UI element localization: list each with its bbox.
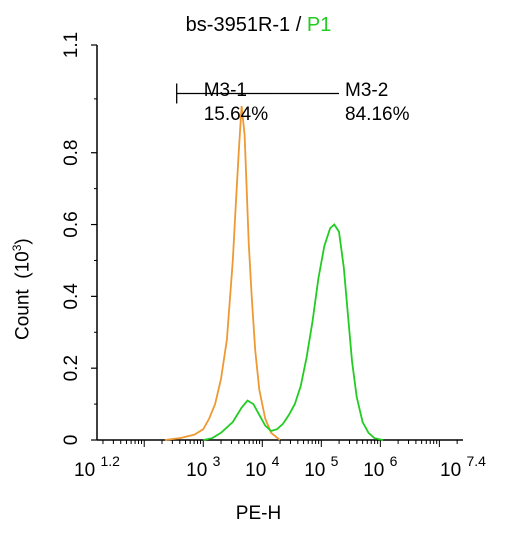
x-tick-label: 10 6 <box>363 453 397 481</box>
y-axis-label: Count (103) <box>10 238 34 340</box>
y-tick-label: 0.4 <box>61 283 82 310</box>
x-tick-label: 10 3 <box>186 453 220 481</box>
x-tick-label: 10 7.4 <box>440 453 486 481</box>
y-tick-label: 0 <box>61 435 82 446</box>
title-separator: / <box>290 14 307 36</box>
x-axis-label: PE-H <box>235 503 282 524</box>
histogram-series-2 <box>203 223 384 441</box>
marker-label-M3-2: M3-2 84.16% <box>345 79 409 127</box>
x-tick-label: 10 5 <box>304 453 338 481</box>
marker-percent: 15.64% <box>203 104 269 126</box>
chart-title: bs-3951R-1 / P1 <box>0 14 517 37</box>
marker-name: M3-2 <box>345 80 389 102</box>
sample-name: bs-3951R-1 <box>185 14 291 36</box>
y-tick-label: 0.2 <box>61 355 82 381</box>
marker-label-M3-1: M3-1 15.64% <box>204 79 268 127</box>
x-tick-label: 10 4 <box>245 453 279 481</box>
y-tick-label: 0.6 <box>61 211 82 237</box>
marker-percent: 84.16% <box>345 104 410 126</box>
y-tick-label: 0.8 <box>61 140 82 166</box>
marker-name: M3-1 <box>203 80 247 102</box>
gate-name: P1 <box>306 14 332 36</box>
y-tick-label: 1.1 <box>61 32 82 58</box>
histogram-series-1 <box>164 105 281 441</box>
x-tick-label: 10 1.2 <box>74 453 120 481</box>
